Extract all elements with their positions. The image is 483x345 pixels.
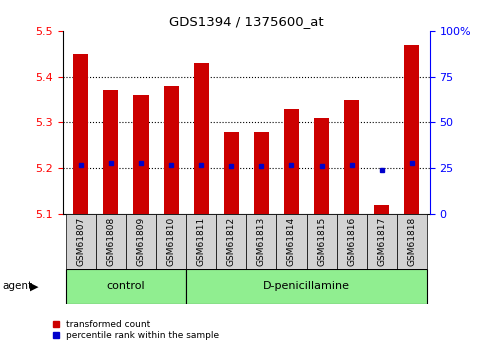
Bar xyxy=(156,214,186,269)
Bar xyxy=(337,214,367,269)
Text: GSM61811: GSM61811 xyxy=(197,217,206,266)
Bar xyxy=(186,214,216,269)
Bar xyxy=(397,214,427,269)
Bar xyxy=(314,118,329,214)
Bar xyxy=(367,214,397,269)
Text: GSM61812: GSM61812 xyxy=(227,217,236,266)
Text: GSM61816: GSM61816 xyxy=(347,217,356,266)
Bar xyxy=(224,131,239,214)
Bar xyxy=(374,205,389,214)
Text: GSM61808: GSM61808 xyxy=(106,217,115,266)
Bar xyxy=(276,214,307,269)
Text: GSM61818: GSM61818 xyxy=(407,217,416,266)
Bar xyxy=(344,100,359,214)
Text: agent: agent xyxy=(2,282,32,291)
Text: GSM61815: GSM61815 xyxy=(317,217,326,266)
Bar xyxy=(164,86,179,214)
Bar xyxy=(126,214,156,269)
Bar xyxy=(404,45,419,214)
Bar xyxy=(66,269,186,304)
Text: GSM61813: GSM61813 xyxy=(257,217,266,266)
Text: GSM61814: GSM61814 xyxy=(287,217,296,266)
Text: D-penicillamine: D-penicillamine xyxy=(263,282,350,291)
Bar xyxy=(307,214,337,269)
Bar xyxy=(66,214,96,269)
Bar xyxy=(284,109,299,214)
Bar xyxy=(96,214,126,269)
Bar xyxy=(103,90,118,214)
Text: GSM61810: GSM61810 xyxy=(167,217,176,266)
Bar xyxy=(194,63,209,214)
Bar xyxy=(186,269,427,304)
Text: GSM61817: GSM61817 xyxy=(377,217,386,266)
Legend: transformed count, percentile rank within the sample: transformed count, percentile rank withi… xyxy=(53,320,219,341)
Text: ▶: ▶ xyxy=(30,282,39,291)
Title: GDS1394 / 1375600_at: GDS1394 / 1375600_at xyxy=(169,16,324,29)
Bar xyxy=(133,95,149,214)
Bar xyxy=(73,54,88,214)
Text: control: control xyxy=(107,282,145,291)
Bar xyxy=(254,131,269,214)
Text: GSM61809: GSM61809 xyxy=(137,217,145,266)
Text: GSM61807: GSM61807 xyxy=(76,217,85,266)
Bar xyxy=(216,214,246,269)
Bar xyxy=(246,214,276,269)
